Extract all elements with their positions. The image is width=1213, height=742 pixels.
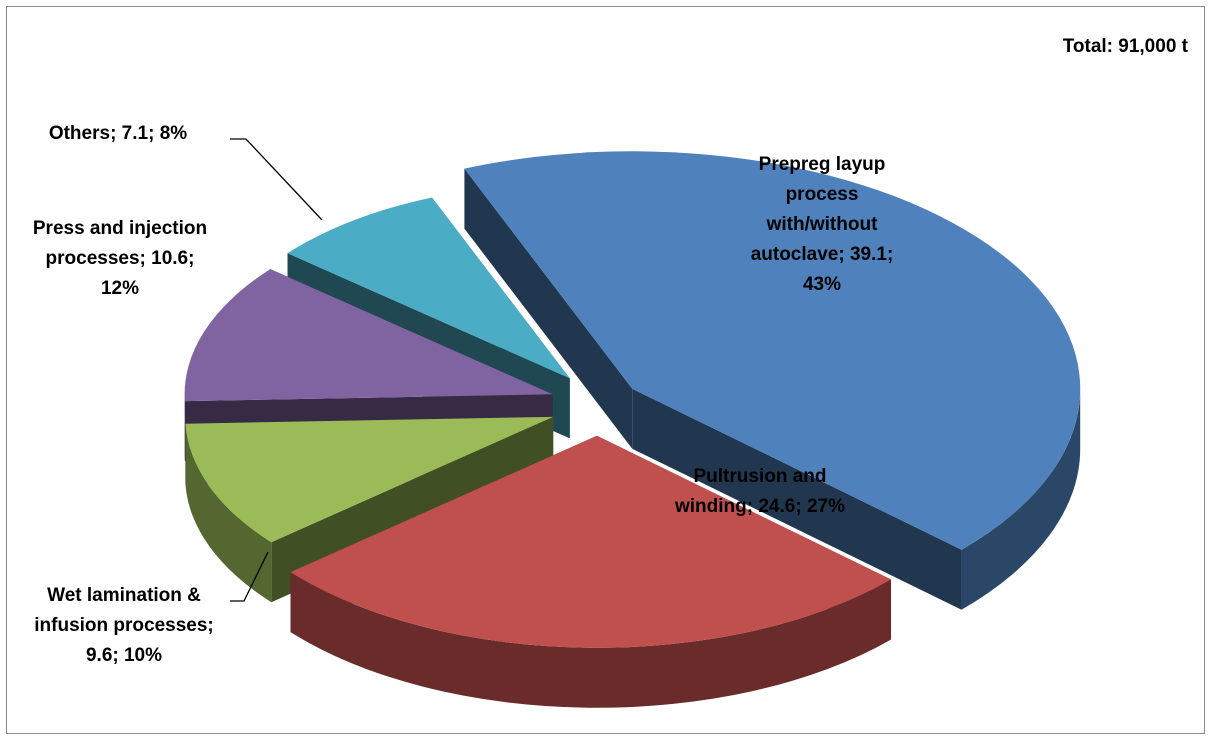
slice-labels: Prepreg layup process with/without autoclav… [33, 123, 893, 666]
slice-label-3: Press and injection processes; 10.6; 12% [33, 218, 207, 299]
slice-label-line: Others; 7.1; 8% [49, 123, 187, 144]
slice-label-line: Wet lamination & [47, 585, 201, 606]
slice-top-4 [287, 197, 570, 379]
slice-label-line: 12% [101, 278, 139, 299]
slice-top-1 [290, 435, 892, 648]
slice-label-0: Prepreg layup process with/without autoclav… [751, 154, 894, 295]
slice-edge-1-0 [290, 572, 892, 708]
slice-label-line: 43% [803, 274, 841, 295]
slice-edge-0-0 [961, 388, 1081, 610]
total-annotation: Total: 91,000 t [1063, 36, 1189, 57]
slice-label-1: Pultrusion and winding; 24.6; 27% [674, 466, 845, 517]
leader-line-2 [230, 551, 269, 602]
slice-label-line: autoclave; 39.1; [751, 244, 894, 265]
slice-label-4: Others; 7.1; 8% [49, 123, 187, 144]
slice-label-line: 9.6; 10% [86, 645, 162, 666]
slice-label-line: Prepreg layup [759, 154, 886, 175]
slice-label-line: process [786, 184, 859, 205]
slice-wall-0-1 [632, 388, 962, 610]
slice-label-line: Pultrusion and [694, 466, 827, 487]
leader-line-4 [230, 138, 323, 221]
slice-edge-2-0 [185, 423, 272, 603]
slice-label-line: infusion processes; [34, 615, 214, 636]
slice-top-3 [184, 269, 553, 402]
slice-wall-0-0 [464, 168, 633, 449]
slice-label-line: with/without [766, 214, 878, 235]
slice-label-2: Wet lamination & infusion processes; 9.6; … [34, 585, 214, 666]
slice-label-line: winding; 24.6; 27% [674, 496, 845, 517]
slice-tops [184, 151, 1081, 648]
slice-label-line: Press and injection [33, 218, 207, 239]
slice-top-0 [464, 151, 1081, 550]
leader-lines [230, 138, 323, 602]
slice-top-2 [185, 416, 554, 543]
slice-label-line: processes; 10.6; [46, 248, 195, 269]
